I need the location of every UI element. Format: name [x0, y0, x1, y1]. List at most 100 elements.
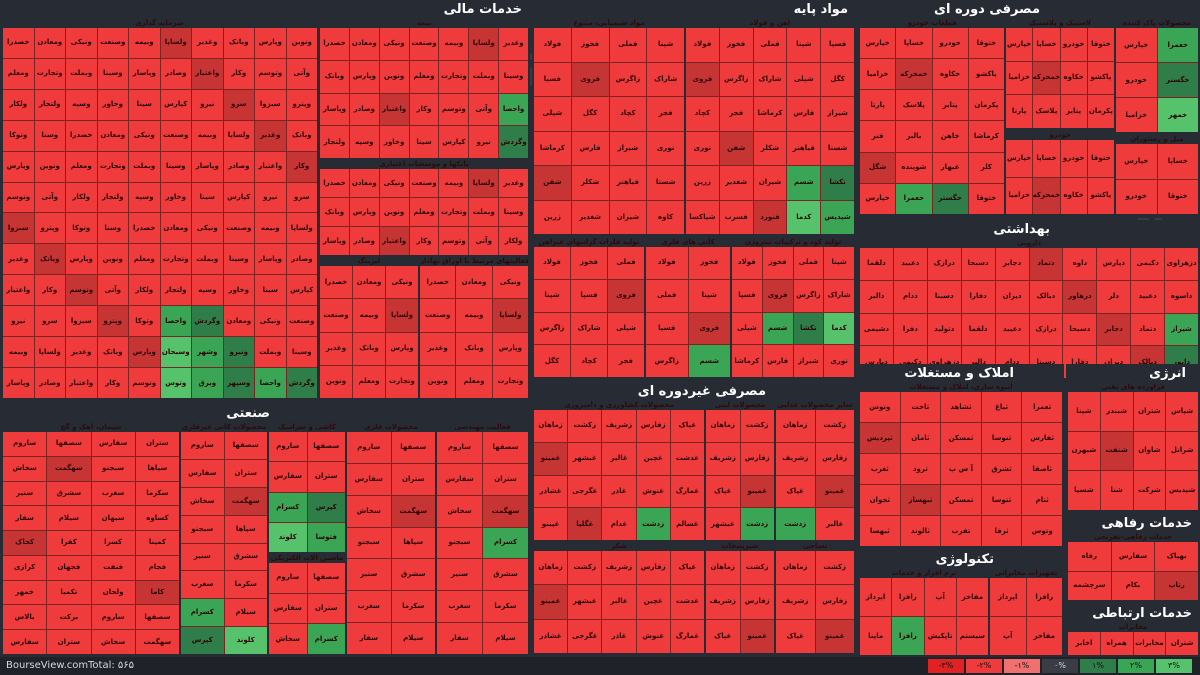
stock-tile[interactable]: وسنا: [97, 213, 128, 244]
stock-tile[interactable]: واعتبار: [192, 58, 223, 89]
stock-tile[interactable]: خمحرکه: [1033, 177, 1060, 214]
stock-tile[interactable]: زاگرس: [609, 62, 647, 96]
stock-tile[interactable]: کمینا: [135, 531, 179, 555]
stock-tile[interactable]: خعمرا: [896, 183, 932, 214]
stock-tile[interactable]: سیلام: [224, 599, 267, 627]
stock-tile[interactable]: زکشت: [740, 551, 774, 585]
stock-tile[interactable]: نوری: [647, 131, 684, 165]
stock-tile[interactable]: وغدیر: [499, 169, 528, 197]
stock-tile[interactable]: خپارس: [1006, 28, 1033, 61]
stock-tile[interactable]: غپاک: [670, 551, 704, 585]
stock-tile[interactable]: درهاور: [1063, 280, 1097, 313]
stock-tile[interactable]: شاراک: [647, 62, 684, 96]
stock-tile[interactable]: وگردش: [499, 126, 528, 158]
stock-tile[interactable]: وسینا: [499, 60, 528, 93]
stock-tile[interactable]: کسرام: [269, 492, 307, 522]
stock-tile[interactable]: شیران: [609, 200, 647, 234]
stock-tile[interactable]: غدشت: [670, 442, 704, 475]
stock-tile[interactable]: ولساپا: [34, 337, 65, 368]
stock-tile[interactable]: غپاک: [706, 619, 740, 653]
stock-tile[interactable]: غگرجی: [568, 475, 602, 508]
stock-tile[interactable]: کلوند: [269, 522, 307, 552]
stock-tile[interactable]: ومعلم: [409, 198, 439, 226]
stock-tile[interactable]: وبیمه: [439, 28, 469, 60]
stock-tile[interactable]: سپاها: [135, 456, 179, 481]
stock-tile[interactable]: فخوز: [571, 247, 607, 279]
stock-tile[interactable]: شتران: [1133, 392, 1166, 431]
stock-tile[interactable]: فخوز: [571, 28, 609, 62]
stock-tile[interactable]: ونیکی: [192, 213, 223, 244]
stock-tile[interactable]: کپارس: [439, 126, 469, 158]
stock-tile[interactable]: سفارس: [269, 593, 307, 624]
stock-tile[interactable]: دعبید: [1131, 280, 1165, 313]
stock-tile[interactable]: شپلی: [732, 312, 762, 345]
stock-tile[interactable]: پلاسک: [896, 90, 932, 121]
stock-tile[interactable]: فخوز: [719, 28, 753, 62]
stock-tile[interactable]: وصادر: [286, 244, 317, 275]
stock-tile[interactable]: دزهراوی: [1165, 248, 1198, 280]
stock-tile[interactable]: کدما: [824, 312, 854, 345]
stock-tile[interactable]: سکرما: [483, 591, 528, 623]
stock-tile[interactable]: وغدیر: [3, 244, 34, 275]
stock-tile[interactable]: پتایر: [932, 90, 968, 121]
stock-tile[interactable]: وسپه: [129, 182, 160, 213]
stock-tile[interactable]: کگل: [821, 62, 854, 96]
stock-tile[interactable]: خزامیا: [1116, 98, 1157, 132]
stock-tile[interactable]: سخاش: [347, 495, 391, 527]
stock-tile[interactable]: ونیکی: [379, 169, 409, 197]
stock-tile[interactable]: شتران: [1166, 632, 1198, 655]
stock-tile[interactable]: کسرام: [483, 527, 528, 559]
stock-tile[interactable]: وصادر: [349, 227, 379, 255]
stock-tile[interactable]: ولساپا: [469, 28, 499, 60]
stock-tile[interactable]: سپاها: [391, 527, 435, 559]
stock-tile[interactable]: ومعلم: [409, 60, 439, 93]
stock-tile[interactable]: سخاش: [437, 495, 482, 527]
stock-tile[interactable]: غمینو: [815, 619, 854, 653]
stock-tile[interactable]: ومعلم: [3, 58, 34, 89]
stock-tile[interactable]: وبیمه: [439, 169, 469, 197]
stock-tile[interactable]: وپاسار: [320, 93, 349, 126]
stock-tile[interactable]: وبملت: [469, 60, 499, 93]
stock-tile[interactable]: فجر: [608, 345, 644, 377]
stock-tile[interactable]: ولکار: [3, 89, 34, 120]
stock-tile[interactable]: وسینا: [160, 151, 191, 182]
stock-tile[interactable]: شسپا: [1068, 471, 1100, 510]
stock-tile[interactable]: دعبید: [893, 248, 927, 280]
stock-tile[interactable]: وکار: [34, 275, 65, 306]
stock-tile[interactable]: غالبر: [602, 442, 636, 475]
stock-tile[interactable]: پاکشو: [968, 59, 1004, 90]
stock-tile[interactable]: دتماد: [1131, 313, 1165, 346]
stock-tile[interactable]: وتوسم: [66, 275, 97, 306]
stock-tile[interactable]: شپاکسا: [686, 200, 719, 234]
stock-tile[interactable]: ساروم: [437, 432, 482, 463]
stock-tile[interactable]: غاذر: [602, 475, 636, 508]
stock-tile[interactable]: کچاد: [609, 97, 647, 131]
stock-tile[interactable]: سهگمت: [135, 630, 179, 654]
stock-tile[interactable]: وبرق: [192, 368, 223, 398]
stock-tile[interactable]: سبهان: [91, 506, 135, 531]
stock-tile[interactable]: فجر: [647, 97, 684, 131]
stock-tile[interactable]: ثشاهد: [941, 392, 981, 422]
stock-tile[interactable]: وبانک: [320, 198, 349, 226]
stock-tile[interactable]: خمحرکه: [1033, 61, 1060, 95]
stock-tile[interactable]: ستران: [224, 459, 267, 487]
stock-tile[interactable]: دسبحا: [1063, 313, 1097, 346]
stock-tile[interactable]: شاراک: [571, 312, 607, 345]
stock-tile[interactable]: کپرس: [307, 492, 345, 522]
stock-tile[interactable]: فارس: [762, 345, 793, 377]
stock-tile[interactable]: وتجارت: [386, 365, 418, 398]
stock-tile[interactable]: واعتبار: [255, 151, 286, 182]
stock-tile[interactable]: غبشهر: [568, 585, 602, 619]
stock-tile[interactable]: زفارس: [636, 410, 670, 442]
stock-tile[interactable]: سفار: [437, 623, 482, 654]
stock-tile[interactable]: فولاد: [534, 247, 570, 279]
stock-tile[interactable]: وصنعت: [409, 169, 439, 197]
stock-tile[interactable]: شبهرن: [1068, 431, 1100, 471]
stock-tile[interactable]: وصنعت: [286, 306, 317, 337]
stock-tile[interactable]: خصدرا: [420, 266, 456, 299]
stock-tile[interactable]: ولساپا: [492, 299, 528, 332]
stock-tile[interactable]: شیران: [753, 166, 787, 200]
stock-tile[interactable]: خاهن: [932, 121, 968, 152]
stock-tile[interactable]: وغدیر: [420, 332, 456, 365]
stock-tile[interactable]: خعمرا: [1157, 28, 1198, 62]
